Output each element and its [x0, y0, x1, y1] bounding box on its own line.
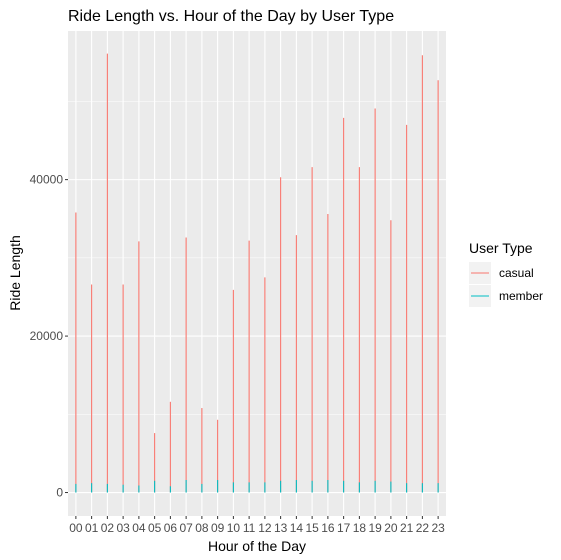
minor-gridlines — [68, 101, 446, 415]
y-axis: 0 20000 40000 — [30, 173, 68, 500]
x-tick-label: 01 — [85, 521, 99, 535]
x-tick-label: 12 — [258, 521, 272, 535]
plot-panel — [68, 31, 446, 516]
series-casual — [75, 53, 439, 493]
x-tick-label: 05 — [148, 521, 162, 535]
x-tick-label: 19 — [368, 521, 382, 535]
x-tick-label: 11 — [243, 521, 256, 535]
y-tick-label: 20000 — [30, 329, 64, 343]
x-axis-title: Hour of the Day — [208, 538, 306, 554]
x-tick-label: 18 — [353, 521, 367, 535]
x-tick-label: 03 — [116, 521, 130, 535]
x-tick-label: 21 — [400, 521, 414, 535]
y-tick-label: 40000 — [30, 173, 64, 187]
series-member — [75, 480, 439, 493]
x-tick-label: 09 — [211, 521, 225, 535]
x-tick-label: 04 — [132, 521, 146, 535]
legend-label-member: member — [499, 289, 543, 303]
x-tick-label: 14 — [290, 521, 304, 535]
x-tick-label: 20 — [384, 521, 398, 535]
x-tick-label: 16 — [321, 521, 335, 535]
x-tick-label: 07 — [179, 521, 193, 535]
x-tick-label: 22 — [416, 521, 430, 535]
x-tick-label: 08 — [195, 521, 209, 535]
y-tick-label: 0 — [56, 486, 63, 500]
x-tick-label: 00 — [69, 521, 83, 535]
legend-title: User Type — [469, 240, 533, 256]
x-tick-label: 02 — [101, 521, 115, 535]
x-axis: 00 01 02 03 04 05 06 07 08 09 10 11 12 13 14 15 16 17 18 19… — [69, 516, 445, 535]
chart-title: Ride Length vs. Hour of the Day by User … — [68, 8, 394, 25]
legend-items: casual member — [469, 262, 543, 307]
x-tick-label: 06 — [164, 521, 178, 535]
x-tick-label: 23 — [431, 521, 445, 535]
series-layer — [75, 53, 439, 493]
legend-label-casual: casual — [499, 266, 534, 280]
x-tick-label: 13 — [274, 521, 288, 535]
x-tick-label: 17 — [337, 521, 351, 535]
x-tick-label: 10 — [227, 521, 241, 535]
x-tick-label: 15 — [305, 521, 319, 535]
legend: User Type casual member — [469, 240, 543, 307]
y-axis-title: Ride Length — [7, 235, 23, 311]
